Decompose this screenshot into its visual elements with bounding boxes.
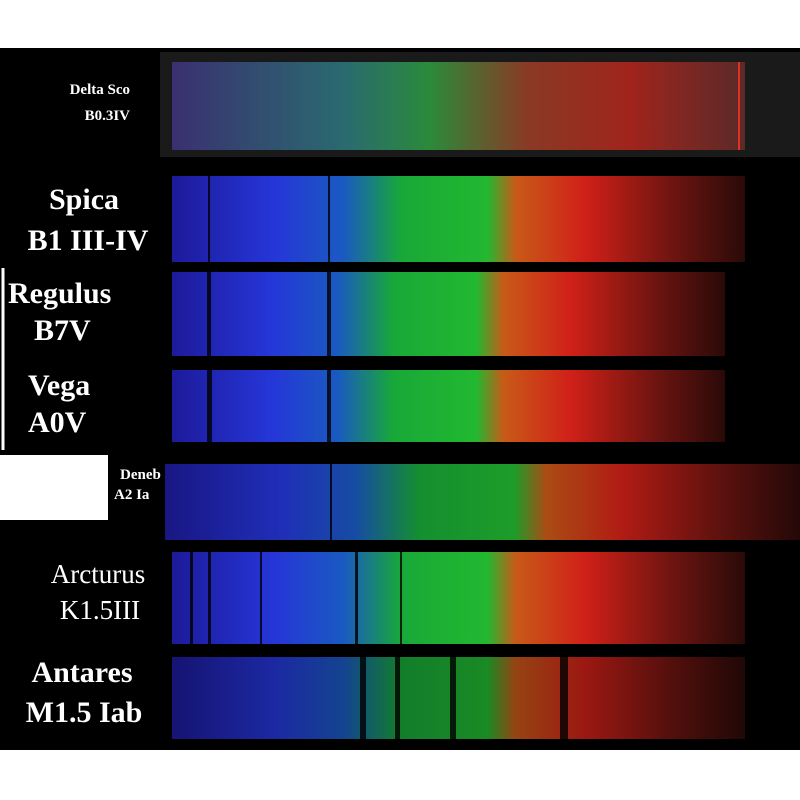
star-name: Vega xyxy=(28,369,90,402)
spectrum xyxy=(172,176,745,262)
spectrum xyxy=(165,464,800,540)
spectrum xyxy=(172,657,745,739)
star-name: Arcturus xyxy=(51,559,145,589)
star-class: K1.5III xyxy=(60,595,140,625)
spectrum xyxy=(172,552,745,644)
star-class: B1 III-IV xyxy=(28,224,149,257)
emission-line xyxy=(738,62,740,150)
star-class: A0V xyxy=(28,406,87,439)
star-class: B0.3IV xyxy=(85,108,131,124)
star-class: M1.5 Iab xyxy=(26,696,143,729)
spectrum xyxy=(172,370,725,442)
star-name: Deneb xyxy=(120,467,161,483)
star-name: Antares xyxy=(31,656,132,689)
spectrum xyxy=(172,272,725,356)
star-name: Delta Sco xyxy=(70,82,130,98)
spectrum xyxy=(172,62,745,150)
star-class: A2 Ia xyxy=(114,487,150,503)
star-name: Regulus xyxy=(8,277,111,310)
star-class: B7V xyxy=(34,314,91,347)
absorption-lines xyxy=(190,176,568,739)
white-panel xyxy=(0,455,108,520)
star-name: Spica xyxy=(49,183,119,216)
